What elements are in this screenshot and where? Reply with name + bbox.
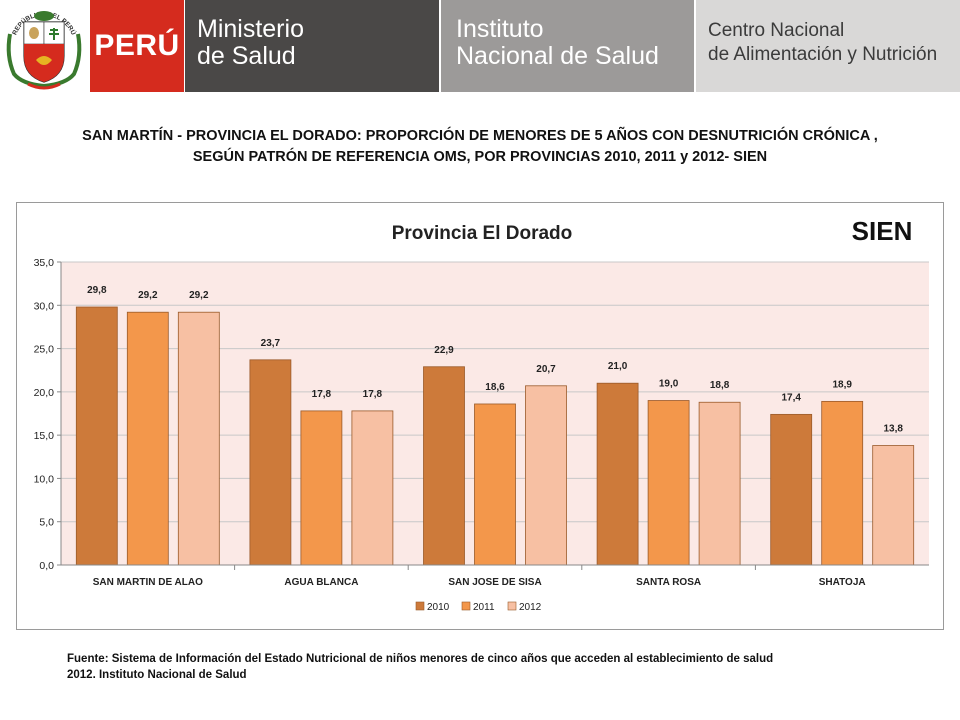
- bar-2011: [300, 410, 343, 566]
- bar-2011: [474, 403, 516, 566]
- institute-line1: Instituto: [456, 15, 544, 43]
- center-block: Centro Nacional de Alimentación y Nutric…: [696, 0, 960, 92]
- legend: 2010 2011 2012: [415, 601, 542, 613]
- y-tick-label: 35,0: [34, 257, 55, 269]
- center-line2: de Alimentación y Nutrición: [708, 44, 938, 65]
- data-label: 18,8: [710, 380, 730, 391]
- x-category-label: SHATOJA: [819, 577, 866, 588]
- x-category-label: SAN MARTIN DE ALAO: [93, 577, 203, 588]
- bar-2010: [770, 413, 813, 566]
- y-tick-label: 0,0: [39, 560, 54, 572]
- chart-container: Provincia El Dorado SIEN 29,8 29,2 29,2 23,…: [16, 202, 944, 630]
- data-label: 17,8: [312, 389, 332, 400]
- legend-label-2012: 2012: [519, 602, 542, 613]
- legend-label-2010: 2010: [427, 602, 450, 613]
- data-label: 17,8: [363, 389, 383, 400]
- peru-coat-of-arms: REPÚBLICA DEL PERÚ: [0, 0, 88, 92]
- header-banner: REPÚBLICA DEL PERÚ PERÚ Ministerio de Sa…: [0, 0, 960, 92]
- data-labels: 29,8 29,2 29,2 23,7 17,8 17,8 22,9 18,6 20,7 21,0…: [87, 285, 903, 435]
- bar-2010: [596, 382, 639, 566]
- data-label: 18,6: [485, 382, 505, 393]
- y-tick-label: 5,0: [39, 517, 54, 529]
- page-title: SAN MARTÍN - PROVINCIA EL DORADO: PROPOR…: [40, 126, 920, 168]
- bar-2010: [249, 359, 292, 566]
- source-line2: 2012. Instituto Nacional de Salud: [67, 669, 247, 681]
- bar-2010: [75, 306, 118, 566]
- data-label: 20,7: [536, 364, 556, 375]
- bars: [75, 306, 915, 566]
- peru-logo: PERÚ: [90, 0, 184, 92]
- x-category-label: SAN JOSE DE SISA: [448, 577, 541, 588]
- coat-of-arms-icon: REPÚBLICA DEL PERÚ: [6, 11, 82, 90]
- legend-swatch-2010: [415, 601, 425, 611]
- source-line1: Fuente: Sistema de Información del Estad…: [67, 653, 774, 665]
- y-tick-label: 30,0: [34, 300, 55, 312]
- y-tick-label: 25,0: [34, 344, 55, 356]
- x-category-label: AGUA BLANCA: [284, 577, 358, 588]
- data-label: 13,8: [883, 424, 903, 435]
- legend-label-2011: 2011: [473, 602, 495, 613]
- ministry-line2: de Salud: [197, 42, 296, 70]
- data-label: 29,8: [87, 285, 107, 296]
- institute-block: Instituto Nacional de Salud: [441, 0, 694, 92]
- center-line1: Centro Nacional: [708, 20, 845, 41]
- legend-swatch-2011: [461, 601, 471, 611]
- y-tick-label: 20,0: [34, 387, 55, 399]
- bar-2012: [177, 311, 220, 566]
- data-label: 29,2: [138, 290, 158, 301]
- peru-label: PERÚ: [94, 29, 180, 62]
- bar-2012: [872, 445, 915, 566]
- page-title-line1: SAN MARTÍN - PROVINCIA EL DORADO: PROPOR…: [82, 128, 878, 144]
- sien-badge: SIEN: [852, 216, 913, 246]
- bar-2011: [821, 400, 864, 566]
- bar-2012: [351, 410, 394, 566]
- institute-line2: Nacional de Salud: [456, 42, 659, 70]
- bar-2012: [698, 401, 741, 566]
- axes: 0,0 5,0 10,0 15,0 20,0 25,0 30,0 35,0 SAN MARTIN…: [34, 257, 929, 588]
- ministry-block: Ministerio de Salud: [185, 0, 439, 92]
- ministry-line1: Ministerio: [197, 15, 304, 43]
- data-label: 18,9: [832, 379, 852, 390]
- bar-chart: Provincia El Dorado SIEN 29,8 29,2 29,2 23,…: [34, 216, 929, 613]
- chart-title: Provincia El Dorado: [392, 223, 573, 244]
- legend-swatch-2012: [507, 601, 517, 611]
- bar-2010: [423, 366, 465, 566]
- data-label: 29,2: [189, 290, 209, 301]
- data-label: 19,0: [659, 379, 679, 390]
- page-title-line2: SEGÚN PATRÓN DE REFERENCIA OMS, POR PROV…: [192, 149, 768, 165]
- y-tick-label: 15,0: [34, 430, 55, 442]
- bar-2011: [647, 400, 690, 566]
- data-label: 23,7: [261, 338, 281, 349]
- bar-2011: [126, 311, 169, 566]
- bar-2012: [525, 385, 567, 566]
- y-tick-label: 10,0: [34, 473, 55, 485]
- data-label: 22,9: [434, 345, 454, 356]
- source-note: Fuente: Sistema de Información del Estad…: [67, 651, 907, 683]
- x-category-label: SANTA ROSA: [636, 577, 701, 588]
- data-label: 17,4: [781, 392, 801, 403]
- data-label: 21,0: [608, 361, 628, 372]
